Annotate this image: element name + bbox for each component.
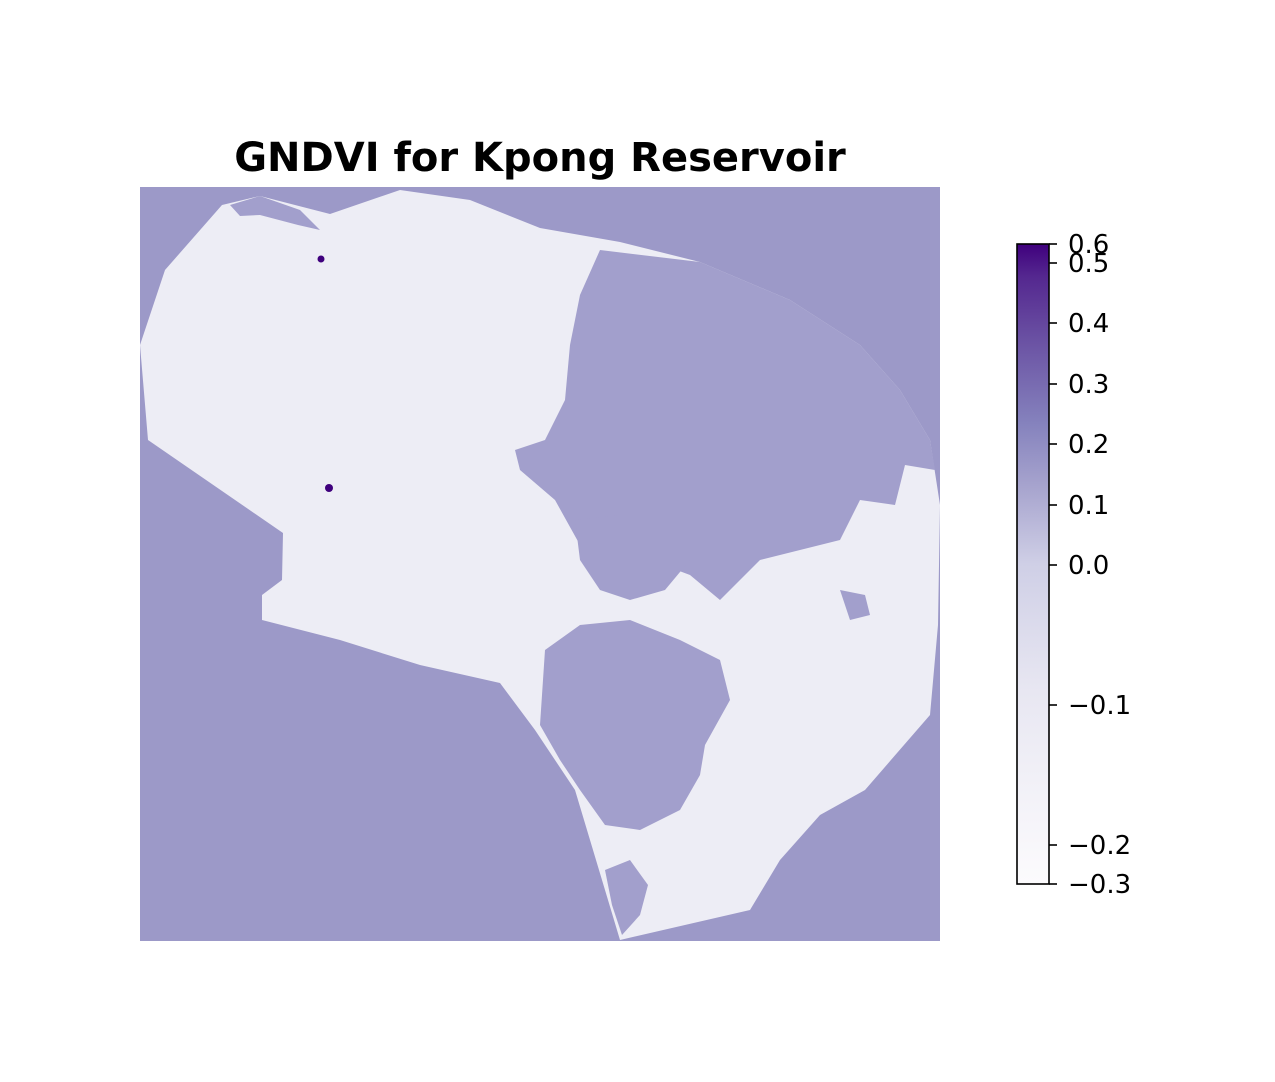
colorbar-tick-label: −0.1 [1068, 691, 1131, 721]
colorbar-tick-label: 0.2 [1068, 430, 1109, 460]
colorbar-tick-label: 0.1 [1068, 491, 1109, 521]
patch-center [575, 515, 690, 600]
colorbar-tick-label: 0.5 [1068, 249, 1109, 279]
colorbar-ticks: −0.3 −0.2 −0.1 0.0 0.1 0.2 0.3 0.4 0.50.6 [1049, 230, 1131, 900]
colorbar-tick-label: −0.2 [1068, 831, 1131, 861]
colorbar-tick-label: 0.0 [1068, 551, 1109, 581]
colorbar-gradient [1017, 244, 1049, 884]
colorbar-tick-label: −0.3 [1068, 870, 1131, 900]
dark-spot-1 [317, 255, 325, 263]
colorbar-tick-label: 0.3 [1068, 370, 1109, 400]
colorbar-tick-label: 0.6 [1068, 230, 1109, 260]
dark-spot-2 [325, 484, 333, 492]
colorbar-frame [1016, 243, 1050, 885]
heatmap-image [140, 187, 940, 941]
vegetation-patches [230, 196, 935, 935]
colorbar: −0.3 −0.2 −0.1 0.0 0.1 0.2 0.3 0.4 0.50.6 [1016, 230, 1131, 900]
patch-southeast [840, 590, 870, 620]
patch-southwest [605, 860, 648, 935]
chart-title: GNDVI for Kpong Reservoir [234, 135, 846, 181]
colorbar-tick-label: 0.4 [1068, 309, 1109, 339]
patch-northwest [230, 196, 320, 230]
patch-south [540, 620, 730, 830]
patch-east [515, 250, 935, 600]
